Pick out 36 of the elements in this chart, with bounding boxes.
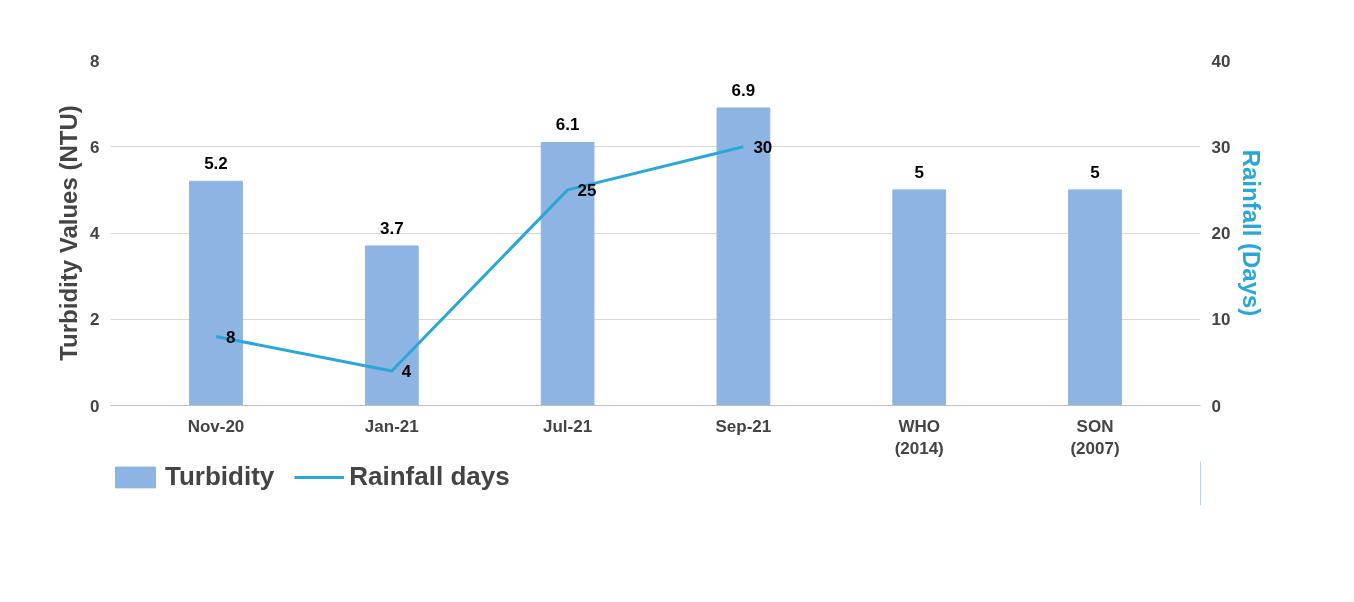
x-tick-label: Jan-21 — [364, 416, 419, 436]
x-tick-label: SON (2007) — [1070, 416, 1120, 459]
data-label: 30 — [753, 137, 773, 157]
legend-label: Turbidity — [165, 461, 275, 492]
data-label: 5.2 — [204, 154, 228, 174]
data-label: 4 — [401, 362, 412, 381]
bar — [892, 189, 947, 406]
data-label: 6.1 — [555, 115, 580, 135]
y-tick-label: 0 — [90, 396, 100, 416]
bar — [1068, 189, 1122, 406]
x-tick-label: Jul-21 — [543, 416, 593, 436]
y2-tick-label: 40 — [1211, 51, 1231, 71]
y2-tick-label: 0 — [1211, 396, 1221, 416]
data-label: 5 — [914, 162, 924, 182]
data-label: 5 — [1090, 162, 1100, 182]
data-label: 8 — [225, 327, 236, 347]
bar — [540, 141, 595, 406]
y-axis-title: Turbidity Values (NTU) — [55, 105, 83, 361]
y2-tick-label: 30 — [1211, 137, 1231, 157]
bar — [189, 180, 243, 406]
y-tick-label: 2 — [90, 310, 100, 330]
data-label: 6.9 — [731, 80, 756, 100]
x-tick-label: Nov-20 — [187, 416, 245, 436]
x-tick-label: Sep-21 — [715, 416, 772, 436]
data-label: 3.7 — [379, 218, 404, 238]
y-tick-label: 8 — [90, 51, 100, 71]
y-tick-label: 4 — [90, 224, 101, 243]
y2-axis-title: Rainfall (Days) — [1238, 149, 1266, 317]
y-tick-label: 6 — [90, 137, 100, 157]
bar — [364, 245, 419, 406]
legend-label: Rainfall days — [349, 461, 510, 492]
y2-tick-label: 10 — [1211, 310, 1231, 330]
y2-tick-label: 20 — [1211, 224, 1231, 243]
x-tick-label: WHO (2014) — [894, 416, 944, 459]
data-label: 25 — [577, 180, 597, 200]
bar — [716, 107, 771, 406]
